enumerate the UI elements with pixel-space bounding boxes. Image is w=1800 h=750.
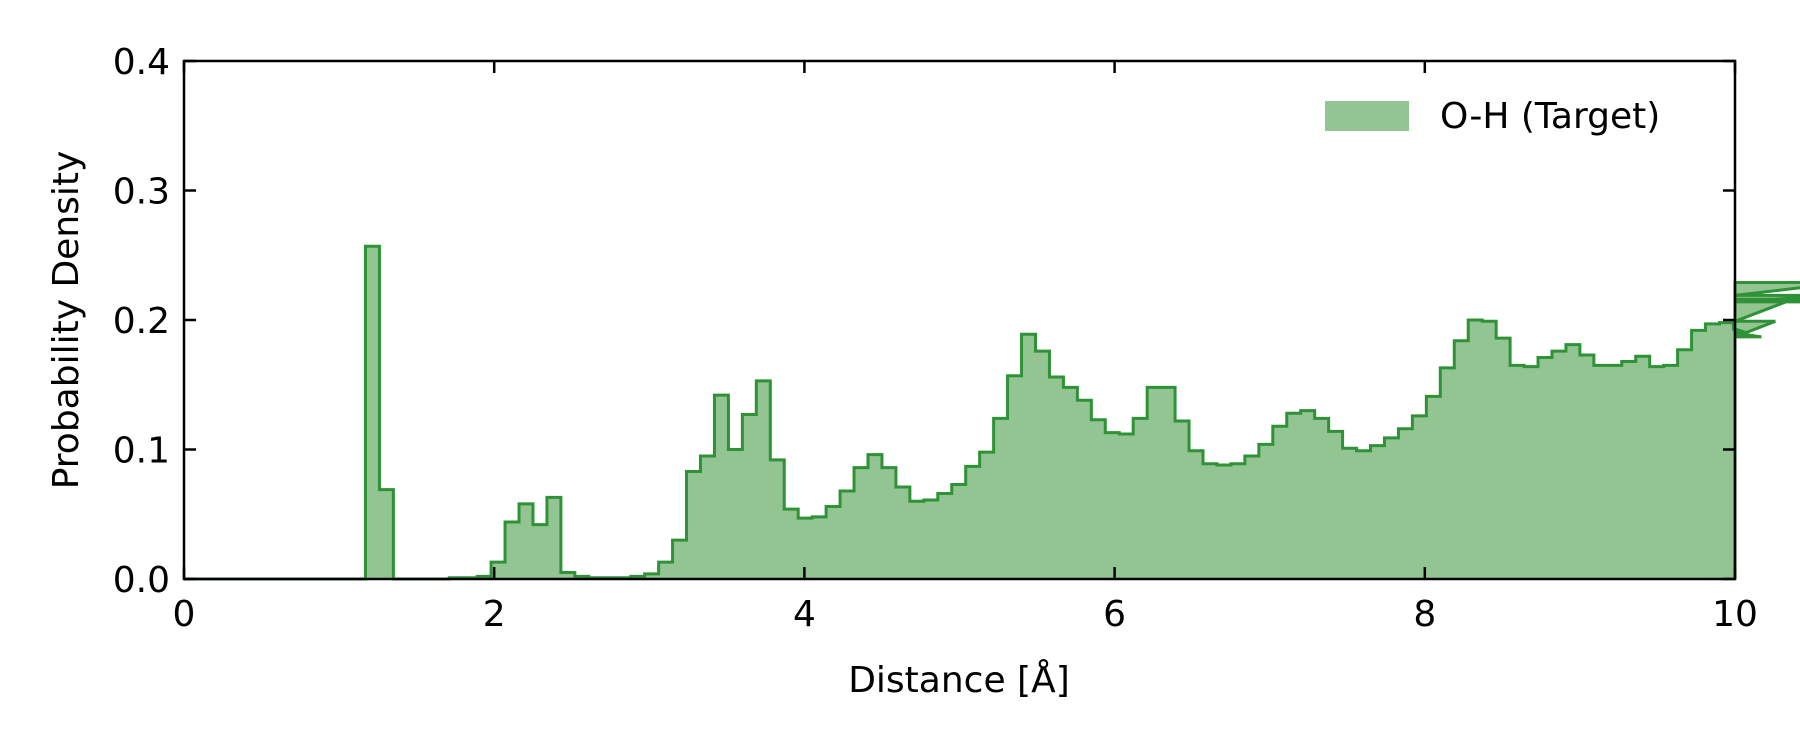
x-tick-label: 2 [483,594,506,635]
y-tick-label: 0.4 [113,42,170,83]
y-tick-label: 0.0 [113,560,170,601]
histogram-fill [184,246,1800,579]
y-axis-title: Probability Density [46,151,87,490]
x-tick-label: 10 [1712,594,1758,635]
x-axis-title: Distance [Å] [848,658,1070,701]
y-tick-label: 0.2 [113,301,170,342]
x-tick-label: 0 [173,594,196,635]
legend-swatch [1325,101,1409,131]
x-axis-ticks: 0 2 4 6 8 10 [173,61,1758,635]
y-tick-label: 0.3 [113,172,170,213]
legend-label: O-H (Target) [1440,96,1660,137]
histogram-outline [184,244,1800,581]
y-axis-ticks: 0.0 0.1 0.2 0.3 0.4 [113,42,1735,601]
y-tick-label: 0.1 [113,431,170,472]
legend: O-H (Target) [1325,96,1660,137]
plot-area [184,244,1800,581]
x-tick-label: 8 [1413,594,1436,635]
x-tick-label: 6 [1103,594,1126,635]
x-tick-label: 4 [793,594,816,635]
